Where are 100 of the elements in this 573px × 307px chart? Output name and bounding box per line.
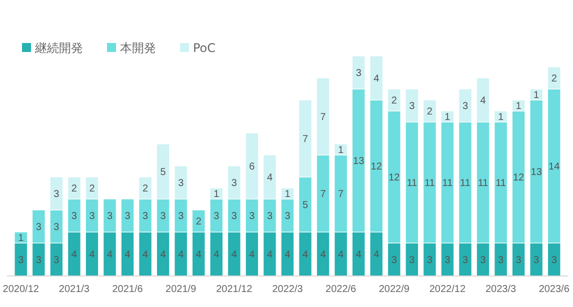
x-tick-label: 2023/6 — [538, 284, 570, 295]
data-label: 4 — [214, 250, 220, 260]
data-label: 3 — [231, 178, 238, 189]
data-label: 14 — [548, 162, 560, 172]
x-tick-label: 2022/3 — [272, 284, 304, 295]
data-label: 3 — [444, 255, 451, 266]
data-label: 4 — [320, 250, 326, 260]
data-label: 4 — [142, 250, 149, 260]
data-label: 3 — [498, 255, 504, 266]
data-label: 2 — [142, 184, 149, 194]
data-label: 4 — [338, 250, 344, 260]
data-label: 7 — [338, 189, 344, 200]
data-label: 4 — [71, 250, 78, 260]
data-label: 4 — [374, 250, 380, 260]
data-label: 2 — [89, 184, 96, 194]
data-label: 3 — [36, 255, 42, 266]
data-label: 1 — [516, 101, 522, 112]
data-label: 7 — [302, 134, 308, 145]
data-label: 3 — [409, 255, 416, 266]
data-label: 3 — [249, 211, 256, 222]
data-label: 3 — [356, 68, 362, 79]
data-label: 13 — [530, 167, 542, 178]
legend-label: 継続開発 — [34, 41, 83, 55]
data-label: 1 — [214, 189, 220, 200]
data-label: 3 — [266, 211, 273, 222]
data-label: 13 — [353, 156, 365, 167]
data-label: 1 — [18, 233, 24, 244]
data-label: 7 — [320, 112, 326, 123]
data-label: 3 — [409, 101, 416, 112]
data-label: 11 — [442, 178, 454, 189]
data-label: 2 — [391, 96, 398, 106]
x-tick-label: 2020/12 — [2, 284, 40, 295]
data-label: 3 — [36, 222, 42, 233]
data-label: 4 — [374, 74, 380, 84]
x-tick-label: 2021/3 — [58, 284, 90, 295]
data-label: 3 — [391, 255, 398, 266]
data-label: 1 — [444, 112, 451, 123]
legend-label: 本開発 — [120, 41, 156, 55]
x-tick-label: 2022/6 — [326, 284, 357, 295]
data-label: 3 — [106, 211, 113, 222]
data-label: 3 — [426, 255, 433, 266]
x-tick-label: 2022/9 — [378, 284, 410, 295]
data-label: 5 — [160, 167, 166, 178]
data-label: 1 — [534, 90, 540, 101]
data-label: 3 — [71, 211, 78, 222]
data-label: 11 — [406, 178, 418, 189]
x-tick-label: 2021/6 — [112, 284, 144, 295]
data-label: 3 — [89, 211, 96, 222]
data-label: 2 — [551, 74, 558, 84]
data-label: 4 — [160, 250, 166, 260]
data-label: 4 — [89, 250, 96, 260]
data-label: 3 — [178, 211, 184, 222]
data-label: 5 — [302, 200, 308, 211]
data-label: 12 — [370, 162, 382, 172]
data-label: 2 — [71, 184, 78, 194]
data-label: 4 — [196, 250, 202, 260]
data-label: 4 — [356, 250, 362, 260]
data-label: 11 — [460, 178, 471, 189]
x-tick-label: 2021/12 — [216, 284, 253, 295]
data-label: 4 — [124, 250, 131, 260]
data-label: 6 — [249, 162, 256, 172]
data-label: 3 — [534, 255, 540, 266]
data-label: 4 — [106, 250, 113, 260]
data-label: 3 — [124, 211, 131, 222]
data-label: 4 — [178, 250, 184, 260]
data-label: 1 — [498, 112, 504, 123]
legend-label: PoC — [193, 41, 216, 55]
data-label: 3 — [54, 189, 60, 200]
x-tick-label: 2021/9 — [166, 284, 197, 295]
data-label: 3 — [142, 211, 149, 222]
data-label: 3 — [231, 211, 238, 222]
data-label: 4 — [302, 250, 308, 260]
x-tick-label: 2023/3 — [485, 284, 517, 295]
data-label: 3 — [462, 255, 468, 266]
data-label: 11 — [424, 178, 436, 189]
data-label: 4 — [284, 250, 291, 260]
data-label: 3 — [54, 222, 60, 233]
data-label: 3 — [462, 101, 468, 112]
data-label: 3 — [284, 211, 291, 222]
data-label: 3 — [214, 211, 220, 222]
data-label: 12 — [388, 172, 400, 184]
data-label: 4 — [266, 250, 273, 260]
data-label: 3 — [54, 255, 60, 266]
data-label: 7 — [320, 189, 326, 200]
data-label: 4 — [231, 250, 238, 260]
data-label: 4 — [480, 96, 486, 106]
data-label: 1 — [284, 189, 291, 200]
data-label: 4 — [266, 172, 273, 184]
x-tick-label: 2022/12 — [429, 284, 466, 295]
data-label: 11 — [496, 178, 506, 189]
data-label: 3 — [516, 255, 522, 266]
data-label: 3 — [551, 255, 558, 266]
data-label: 4 — [249, 250, 256, 260]
data-label: 11 — [478, 178, 489, 189]
data-label: 3 — [160, 211, 166, 222]
data-label: 2 — [196, 216, 202, 228]
data-label: 1 — [338, 145, 344, 156]
data-label: 3 — [18, 255, 24, 266]
data-label: 2 — [426, 106, 433, 118]
data-label: 3 — [178, 178, 184, 189]
